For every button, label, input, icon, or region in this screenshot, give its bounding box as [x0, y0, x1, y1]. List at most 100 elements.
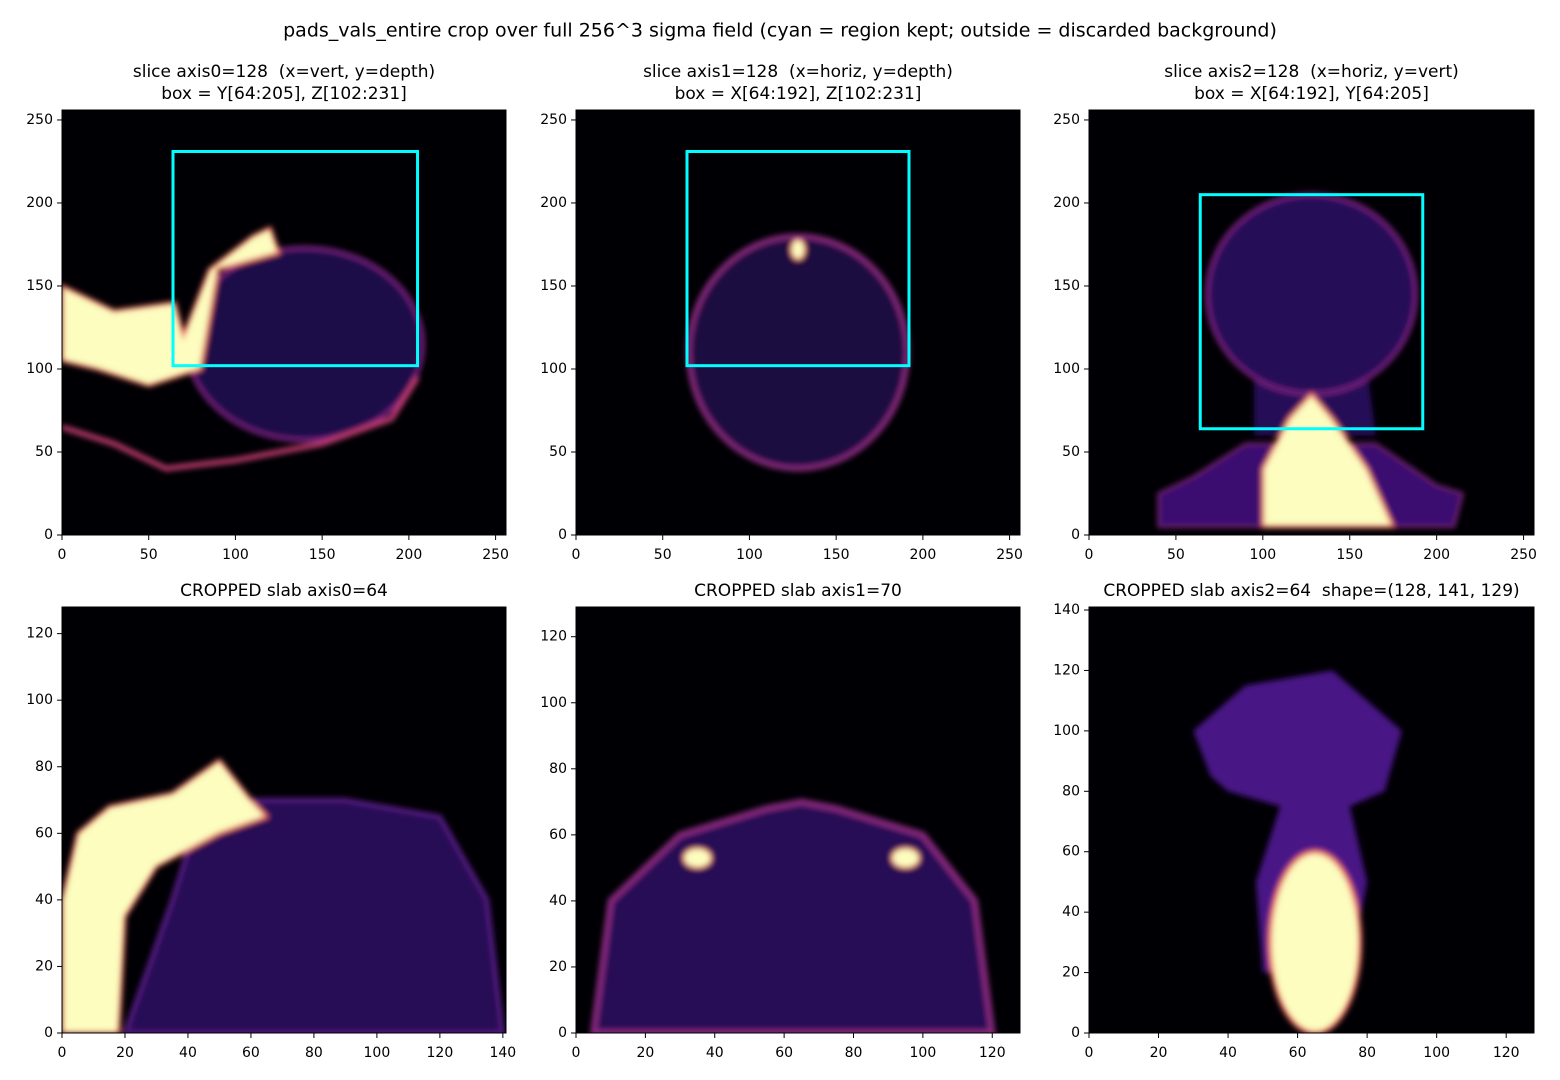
x-tick-label: 40	[1219, 1045, 1237, 1061]
axes-frame	[575, 606, 1021, 1034]
image-content	[62, 758, 505, 1033]
x-tick-label: 250	[482, 547, 509, 563]
panel-title: CROPPED slab axis0=64	[180, 581, 388, 601]
panel-title: slice axis1=128 (x=horiz, y=depth)	[643, 62, 953, 82]
y-tick-label: 250	[26, 112, 53, 128]
x-tick-label: 20	[116, 1045, 134, 1061]
image-region	[62, 375, 420, 472]
y-tick-label: 50	[1062, 444, 1080, 460]
axes-frame	[61, 109, 507, 536]
y-tick-label: 0	[558, 1025, 567, 1041]
x-tick-label: 100	[1249, 547, 1276, 563]
y-tick-label: 120	[26, 626, 53, 642]
panel-title: slice axis2=128 (x=horiz, y=vert)	[1164, 62, 1459, 82]
x-tick-label: 120	[979, 1045, 1006, 1061]
panel-subtitle: box = X[64:192], Y[64:205]	[1194, 84, 1429, 104]
y-tick-label: 0	[558, 527, 567, 543]
x-tick-label: 60	[1289, 1045, 1307, 1061]
y-tick-label: 60	[35, 825, 53, 841]
x-tick-label: 100	[910, 1045, 937, 1061]
y-tick-label: 20	[549, 959, 567, 975]
x-tick-label: 0	[572, 1045, 581, 1061]
axes-frame	[575, 109, 1021, 536]
y-tick-label: 150	[26, 278, 53, 294]
x-tick-label: 60	[242, 1045, 260, 1061]
x-tick-label: 100	[1423, 1045, 1450, 1061]
image	[1089, 110, 1534, 535]
y-tick-label: 40	[549, 893, 567, 909]
axes-frame	[1088, 109, 1535, 536]
image-content	[1157, 192, 1464, 529]
x-tick-label: 100	[736, 547, 763, 563]
image-region	[122, 798, 505, 1033]
y-tick-label: 200	[540, 195, 567, 211]
image-region	[1261, 391, 1396, 529]
crop-box	[171, 150, 420, 368]
y-tick-label: 80	[1062, 783, 1080, 799]
y-tick-label: 60	[549, 827, 567, 843]
y-tick-label: 0	[44, 527, 53, 543]
image-content	[590, 798, 996, 1033]
image	[1089, 607, 1534, 1033]
y-tick-label: 0	[44, 1025, 53, 1041]
x-tick-label: 80	[845, 1045, 863, 1061]
x-tick-label: 200	[1423, 547, 1450, 563]
y-tick-label: 20	[35, 958, 53, 974]
figure-title: pads_vals_entire crop over full 256^3 si…	[283, 20, 1277, 42]
x-tick-label: 120	[1493, 1045, 1520, 1061]
y-tick-label: 250	[540, 112, 567, 128]
image-region	[62, 758, 270, 1033]
y-tick-label: 50	[35, 444, 53, 460]
panel-title: CROPPED slab axis1=70	[694, 581, 902, 601]
x-tick-label: 250	[996, 547, 1023, 563]
y-tick-label: 200	[26, 195, 53, 211]
y-tick-label: 20	[1062, 965, 1080, 981]
y-tick-label: 120	[540, 629, 567, 645]
y-tick-label: 100	[26, 692, 53, 708]
y-tick-label: 60	[1062, 844, 1080, 860]
x-tick-label: 0	[58, 547, 67, 563]
y-tick-label: 40	[35, 892, 53, 908]
image-content	[1193, 670, 1402, 1033]
y-tick-label: 50	[549, 444, 567, 460]
x-tick-label: 80	[1358, 1045, 1376, 1061]
panel-title: CROPPED slab axis2=64 shape=(128, 141, 1…	[1103, 581, 1519, 601]
panel-subtitle: box = Y[64:205], Z[102:231]	[161, 84, 407, 104]
y-tick-label: 120	[1053, 662, 1080, 678]
panel-title: slice axis0=128 (x=vert, y=depth)	[133, 62, 435, 82]
crop-box	[1198, 193, 1425, 431]
image	[576, 607, 1020, 1033]
x-tick-label: 100	[222, 547, 249, 563]
x-tick-label: 80	[305, 1045, 323, 1061]
image-region	[686, 233, 910, 472]
y-tick-label: 0	[1071, 527, 1080, 543]
image-content	[686, 233, 910, 472]
x-tick-label: 200	[910, 547, 937, 563]
x-tick-label: 120	[427, 1045, 454, 1061]
x-tick-label: 150	[309, 547, 336, 563]
image-region	[184, 245, 425, 443]
x-tick-label: 100	[364, 1045, 391, 1061]
image	[62, 607, 506, 1033]
x-tick-label: 0	[1085, 547, 1094, 563]
x-tick-label: 0	[58, 1045, 67, 1061]
x-tick-label: 0	[572, 547, 581, 563]
crop-box	[685, 150, 911, 368]
y-tick-label: 0	[1071, 1025, 1080, 1041]
x-tick-label: 0	[1085, 1045, 1094, 1061]
y-tick-label: 100	[26, 361, 53, 377]
y-tick-label: 100	[1053, 361, 1080, 377]
y-tick-label: 100	[540, 361, 567, 377]
y-tick-label: 80	[35, 759, 53, 775]
x-tick-label: 140	[489, 1045, 516, 1061]
y-tick-label: 150	[540, 278, 567, 294]
x-tick-label: 20	[636, 1045, 654, 1061]
y-tick-label: 150	[1053, 278, 1080, 294]
x-tick-label: 150	[1336, 547, 1363, 563]
y-tick-label: 100	[1053, 723, 1080, 739]
axes-frame	[1088, 606, 1535, 1034]
y-tick-label: 40	[1062, 904, 1080, 920]
y-tick-label: 80	[549, 761, 567, 777]
x-tick-label: 250	[1510, 547, 1537, 563]
image-region	[682, 847, 713, 869]
